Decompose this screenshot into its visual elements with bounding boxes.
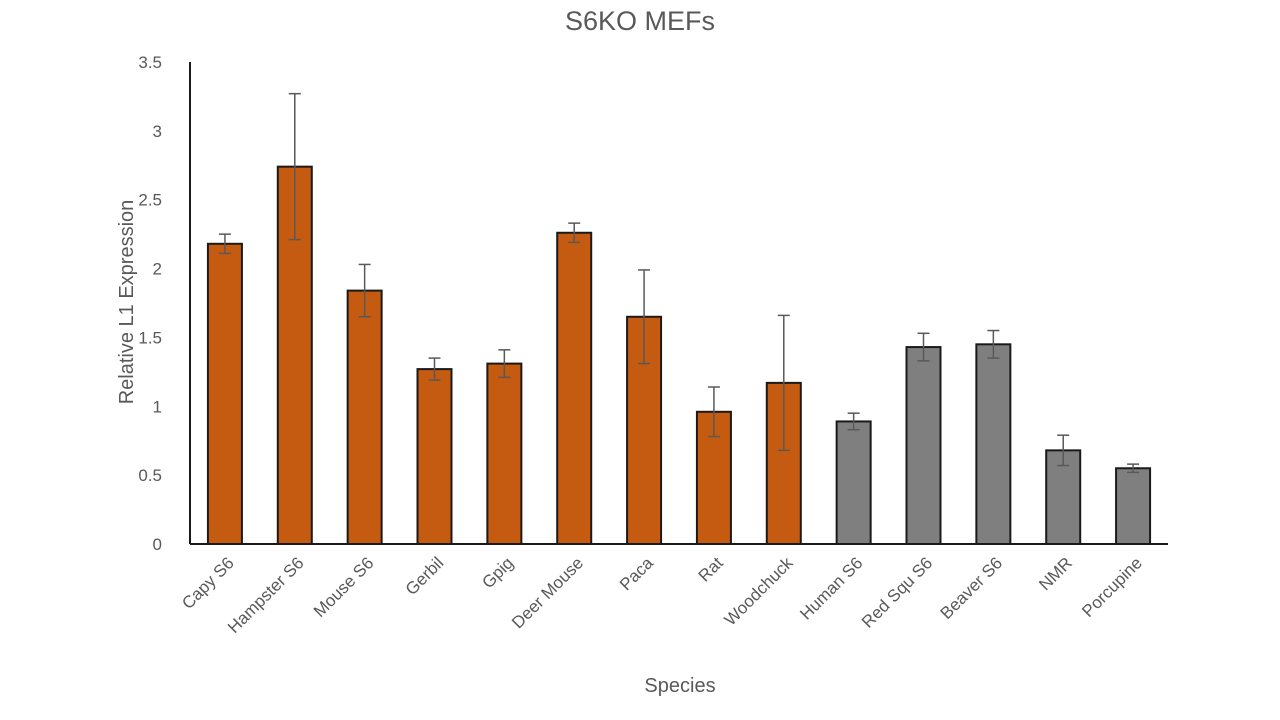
bar-beaver-s6 — [975, 343, 1012, 546]
error-bars-group — [218, 92, 1140, 474]
bar-red-squ-s6 — [905, 346, 942, 545]
error-bar — [777, 314, 790, 452]
bar-mouse-s6 — [346, 289, 383, 545]
x-axis-title: Species — [644, 675, 715, 697]
y-axis-ticks: 0 0.5 1 1.5 2 2.5 3 3.5 — [138, 53, 162, 554]
bar-human-s6 — [835, 420, 872, 546]
error-bar — [917, 332, 930, 362]
error-bar — [568, 222, 581, 244]
x-tick-label: Mouse S6 — [310, 553, 378, 621]
y-tick-label: 3.5 — [138, 53, 162, 72]
x-tick-label: Rat — [695, 553, 727, 585]
y-tick-label: 0 — [153, 535, 162, 554]
error-bar — [288, 92, 301, 241]
x-tick-label: NMR — [1035, 553, 1076, 594]
error-bar — [847, 412, 860, 431]
bar-gpig — [486, 362, 523, 546]
error-bar — [987, 329, 1000, 359]
x-tick-label: Red Squ S6 — [858, 553, 936, 631]
error-bar — [428, 357, 441, 381]
bar-gerbil — [416, 368, 453, 545]
x-tick-label: Human S6 — [796, 553, 866, 623]
error-bar — [1057, 434, 1070, 467]
chart-title: S6KO MEFs — [565, 6, 715, 36]
x-tick-label: Paca — [616, 553, 657, 594]
x-tick-label: Gerbil — [402, 553, 448, 599]
bar-deer-mouse — [556, 231, 593, 545]
x-tick-label: Capy S6 — [178, 553, 238, 613]
y-tick-label: 0.5 — [138, 466, 162, 485]
bar-porcupine — [1115, 467, 1152, 545]
error-bar — [218, 233, 231, 255]
x-tick-label: Woodchuck — [721, 553, 797, 629]
error-bar — [358, 263, 371, 318]
bar-woodchuck — [765, 381, 802, 546]
x-tick-label: Deer Mouse — [508, 553, 587, 632]
error-bar — [1127, 463, 1140, 474]
y-axis-title: Relative L1 Expression — [116, 200, 138, 405]
error-bar — [498, 349, 511, 379]
y-tick-label: 1.5 — [138, 328, 162, 347]
x-tick-label: Gpig — [478, 553, 517, 592]
x-tick-label: Beaver S6 — [937, 553, 1007, 623]
bars-group — [206, 165, 1152, 546]
y-tick-label: 2.5 — [138, 191, 162, 210]
error-bar — [638, 269, 651, 365]
y-tick-label: 1 — [153, 397, 162, 416]
error-bar — [707, 386, 720, 438]
y-tick-label: 3 — [153, 122, 162, 141]
x-tick-label: Porcupine — [1078, 553, 1146, 621]
bar-capy-s6 — [206, 242, 243, 545]
y-tick-label: 2 — [153, 260, 162, 279]
